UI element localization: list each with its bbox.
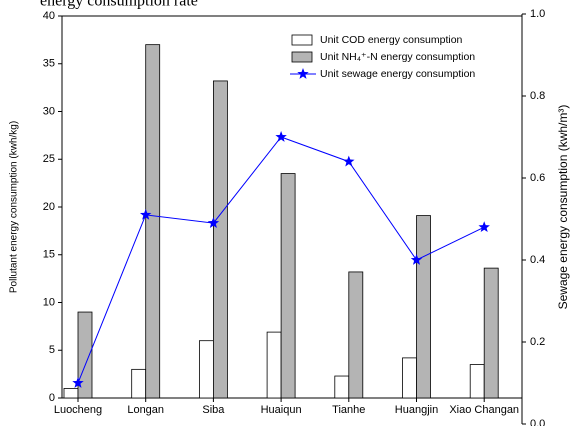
y2-axis-title: Sewage energy consumption (kwh/m³) [556, 105, 570, 310]
y-tick-label: 40 [43, 10, 55, 22]
legend: Unit COD energy consumption Unit NH₄⁺-N e… [287, 32, 500, 86]
legend-label: Unit COD energy consumption [320, 34, 463, 46]
x-tick-label: Huaiqun [261, 404, 302, 416]
legend-label: Unit sewage energy consumption [320, 68, 475, 80]
y2-tick-label: 0.4 [530, 254, 545, 266]
bar [63, 388, 79, 399]
y-axis-title: Pollutant energy consumption (kwh/kg) [9, 121, 20, 293]
y-tick-label: 5 [49, 344, 55, 356]
bar [483, 267, 499, 399]
star-marker [139, 208, 152, 220]
star-marker [410, 254, 423, 265]
y2-tick-label: 1.0 [530, 8, 545, 20]
bar [77, 311, 93, 399]
legend-swatch [291, 34, 313, 46]
bar [198, 340, 214, 399]
x-tick-label: Luocheng [54, 404, 102, 416]
y-tick-label: 30 [43, 105, 55, 117]
star-marker [343, 155, 355, 167]
y-tick-label: 35 [43, 58, 55, 70]
x-tick-label: Huangjin [395, 404, 438, 416]
bar [131, 368, 147, 399]
x-tick-label: Xiao Changan [449, 404, 519, 416]
y-tick-label: 20 [43, 201, 55, 213]
y-tick-label: 10 [43, 296, 55, 308]
legend-swatch [291, 51, 313, 63]
y-tick-label: 0 [49, 392, 55, 404]
y2-tick-label: 0.2 [530, 336, 545, 348]
bar [334, 375, 350, 399]
x-tick-label: Longan [127, 404, 164, 416]
bar [280, 173, 296, 399]
y-tick-label: 25 [43, 153, 55, 165]
star-marker [275, 131, 287, 142]
star-marker [478, 221, 490, 233]
bar [266, 331, 282, 399]
y-tick-label: 15 [43, 249, 55, 261]
bar [145, 44, 161, 399]
bar [402, 357, 417, 399]
caption-fragment: energy consumption rate [40, 0, 198, 10]
star-marker [297, 68, 309, 79]
star-marker [72, 377, 84, 388]
legend-box [287, 32, 500, 86]
bar [348, 271, 364, 399]
bar [469, 364, 485, 399]
bar [416, 215, 431, 399]
bar [212, 80, 228, 399]
y2-tick-label: 0.0 [530, 418, 545, 426]
star-marker [207, 217, 220, 228]
x-tick-label: Siba [202, 404, 225, 416]
legend-label: Unit NH₄⁺-N energy consumption [320, 51, 475, 63]
y2-tick-label: 0.8 [530, 90, 545, 102]
x-tick-label: Tianhe [332, 404, 365, 416]
y2-tick-label: 0.6 [530, 172, 545, 184]
